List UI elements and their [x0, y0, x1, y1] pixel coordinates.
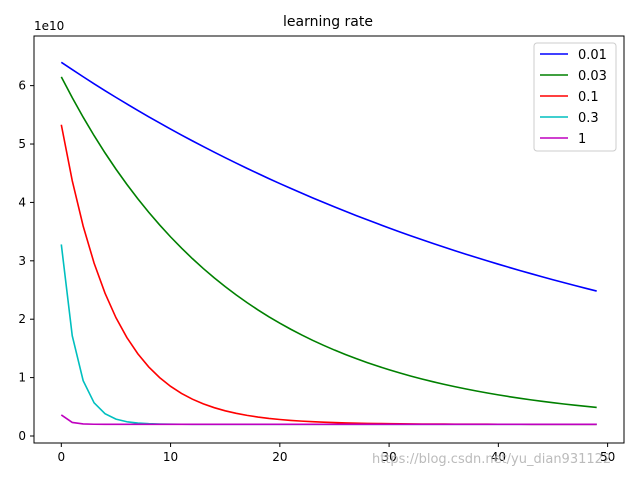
series-line-0.01: [60, 61, 597, 292]
legend-label: 0.1: [578, 90, 599, 105]
legend: 0.01 0.03 0.1 0.3 1: [533, 42, 617, 152]
legend-label: 0.03: [578, 69, 607, 84]
x-tick-label: 30: [381, 450, 396, 464]
y-tick-label: 5: [18, 137, 26, 151]
series-layer: [60, 61, 597, 426]
x-tick-label: 50: [600, 450, 615, 464]
y-tick-label: 6: [18, 79, 26, 93]
y-tick-label: 1: [18, 371, 26, 385]
x-tick-label: 0: [57, 450, 65, 464]
y-tick-label: 4: [18, 195, 26, 209]
legend-label: 1: [578, 132, 586, 147]
x-axis: 0 10 20 30 40 50: [57, 443, 615, 464]
series-line-0.1: [60, 124, 597, 426]
x-tick-label: 20: [272, 450, 287, 464]
watermark: https://blog.csdn.net/yu_dian931122: [372, 452, 612, 467]
legend-box: [533, 42, 617, 152]
legend-label: 0.01: [578, 48, 607, 63]
legend-label: 0.3: [578, 111, 599, 126]
series-line-0.03: [60, 76, 597, 409]
y-axis: 0 1 2 3 4 5 6: [18, 79, 34, 443]
plot-frame: [33, 35, 625, 444]
x-tick-label: 10: [163, 450, 178, 464]
series-line-1: [60, 414, 597, 426]
x-tick-label: 40: [491, 450, 506, 464]
y-tick-label: 3: [18, 254, 26, 268]
chart-title: learning rate: [283, 14, 373, 30]
y-tick-label: 0: [18, 429, 26, 443]
y-offset-label: 1e10: [34, 19, 64, 33]
y-tick-label: 2: [18, 312, 26, 326]
